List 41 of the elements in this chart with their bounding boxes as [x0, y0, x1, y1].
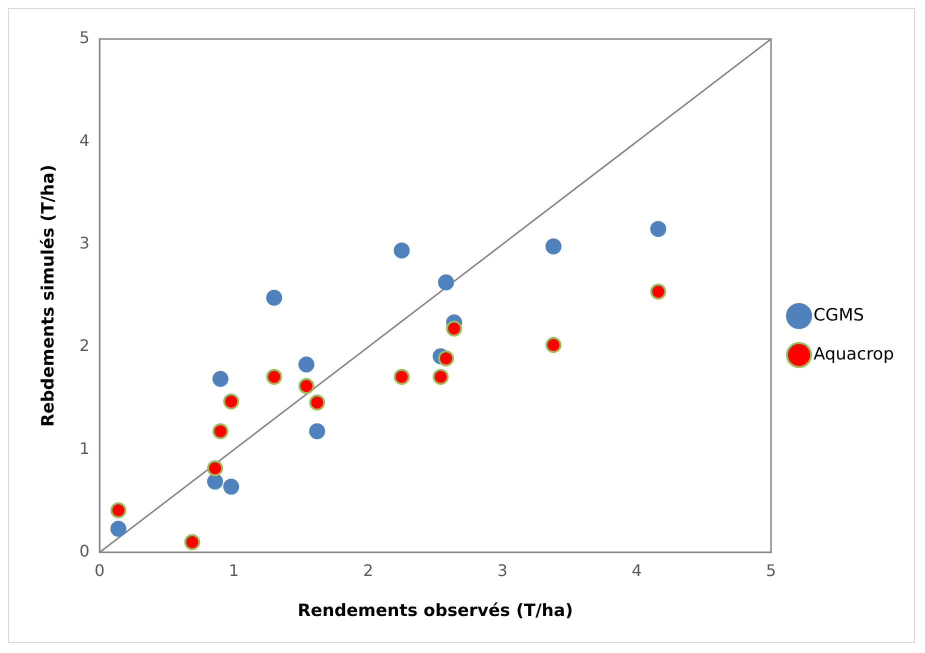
point: [432, 368, 449, 385]
point: [394, 242, 410, 259]
y-tick-label: 5: [79, 28, 90, 48]
point: [298, 378, 314, 394]
y-tick-label: 2: [79, 336, 90, 356]
point: [650, 220, 666, 237]
point: [545, 336, 562, 353]
point: [184, 534, 200, 550]
y-tick-label: 3: [79, 234, 90, 253]
point: [110, 520, 126, 537]
y-tick-label: 1: [79, 438, 90, 458]
x-tick-label: 2: [363, 561, 374, 580]
point: [212, 370, 228, 387]
point: [650, 284, 666, 300]
x-tick-label: 4: [632, 561, 642, 580]
y-tick-label: 4: [79, 130, 90, 150]
legend-label: CGMS: [814, 305, 864, 326]
legend-label: Aquacrop: [814, 344, 894, 364]
point: [223, 393, 240, 410]
y-tick-label: 0: [79, 542, 90, 561]
x-tick-label: 1: [228, 561, 239, 580]
point: [266, 290, 282, 306]
point: [298, 356, 314, 372]
x-tick-label: 5: [766, 561, 776, 580]
point: [438, 274, 454, 290]
point: [309, 423, 326, 440]
y-axis-title: Rebdements simulés (T/ha): [38, 164, 59, 427]
point: [545, 238, 562, 254]
point: [207, 474, 224, 490]
point: [207, 460, 224, 476]
point: [110, 502, 126, 518]
point: [266, 368, 282, 385]
point: [309, 394, 326, 410]
x-tick-label: 0: [94, 561, 105, 580]
point: [438, 350, 454, 366]
point: [446, 320, 462, 337]
point: [212, 423, 228, 440]
x-axis-title: Rendements observés (T/ha): [298, 601, 573, 622]
x-tick-label: 3: [497, 561, 508, 580]
point: [223, 478, 240, 495]
point: [394, 368, 410, 385]
